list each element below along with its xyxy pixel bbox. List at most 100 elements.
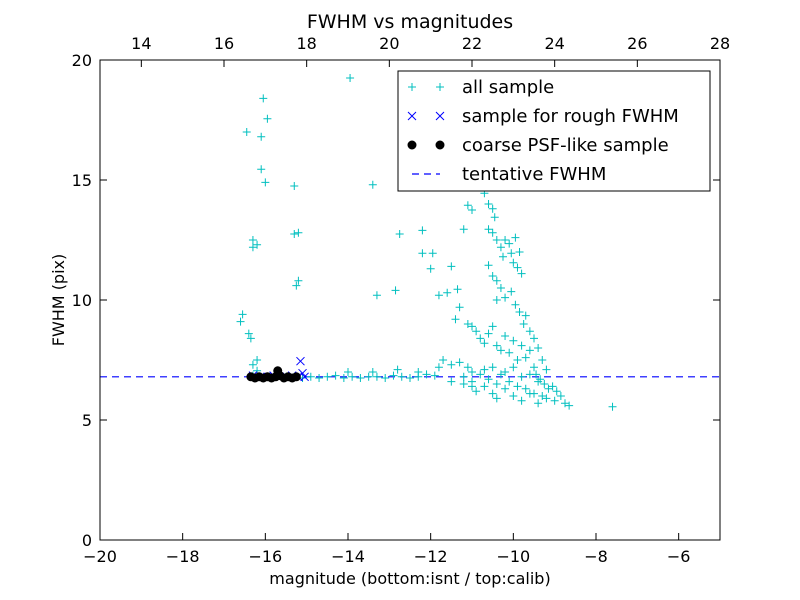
chart-title: FWHM vs magnitudes	[307, 11, 513, 33]
data-point	[434, 291, 443, 300]
legend-marker-dot	[407, 140, 417, 150]
data-point	[544, 384, 553, 393]
data-point	[488, 272, 497, 280]
y-tick-label: 20	[72, 51, 92, 70]
legend-marker-x	[407, 111, 417, 121]
data-point	[248, 360, 257, 369]
data-point	[323, 372, 332, 381]
data-point	[391, 286, 400, 295]
data-point	[534, 344, 543, 352]
data-point	[443, 288, 452, 297]
y-tick-label: 10	[72, 291, 92, 310]
data-point	[496, 370, 505, 379]
data-point	[525, 327, 534, 336]
data-point	[414, 368, 423, 376]
legend-marker-plus	[436, 83, 444, 91]
data-point	[292, 281, 301, 290]
top-tick-label: 28	[710, 34, 730, 53]
data-point	[501, 332, 510, 340]
data-point	[253, 240, 262, 249]
data-point	[300, 372, 309, 382]
data-point	[418, 226, 427, 235]
data-point	[513, 263, 522, 272]
data-point	[306, 372, 315, 381]
data-point	[246, 334, 255, 343]
data-point	[248, 236, 257, 244]
legend-label: sample for rough FWHM	[462, 106, 679, 127]
data-point	[372, 372, 381, 381]
data-point	[517, 269, 526, 278]
data-point	[525, 346, 534, 355]
data-point	[447, 360, 456, 369]
legend-label: all sample	[462, 77, 554, 98]
data-point	[550, 396, 559, 405]
legend-label: tentative FWHM	[462, 164, 606, 185]
data-point	[428, 249, 437, 258]
legend-marker-dot	[435, 140, 445, 150]
data-point	[463, 320, 472, 328]
data-point	[472, 327, 481, 336]
data-point	[488, 389, 497, 398]
data-point	[509, 392, 518, 400]
data-point	[395, 230, 404, 238]
data-point	[480, 382, 489, 391]
data-point	[521, 311, 530, 320]
data-point	[561, 399, 569, 408]
plot-area	[100, 74, 720, 411]
data-marks	[100, 74, 720, 411]
data-point	[484, 261, 493, 270]
data-point	[434, 363, 443, 372]
data-point	[542, 365, 551, 374]
data-point	[259, 94, 268, 103]
data-point	[525, 370, 534, 379]
data-point	[344, 368, 352, 376]
data-point	[315, 374, 324, 382]
top-tick-label: 14	[131, 34, 151, 53]
top-tick-label: 18	[296, 34, 316, 53]
data-point	[257, 165, 266, 174]
data-point	[538, 356, 547, 364]
data-point	[290, 230, 299, 238]
data-point	[422, 370, 431, 379]
legend: all sample sample for rough FWHM coarse PS…	[397, 70, 711, 192]
data-point	[496, 243, 505, 252]
data-point	[356, 374, 365, 382]
top-tick-label: 24	[544, 34, 564, 53]
data-point	[552, 387, 561, 396]
x-tick-label: −6	[667, 547, 691, 566]
data-point	[505, 348, 514, 357]
data-point	[248, 243, 257, 252]
y-tick-label: 0	[82, 531, 92, 550]
data-point	[294, 228, 303, 237]
data-point	[488, 322, 497, 331]
data-point	[364, 372, 373, 381]
data-point	[447, 377, 456, 386]
data-point	[521, 384, 530, 393]
data-point	[238, 310, 247, 319]
data-point	[530, 363, 538, 372]
data-point	[540, 380, 549, 388]
data-point	[451, 315, 460, 324]
data-point	[519, 320, 528, 328]
series-plus	[236, 74, 617, 411]
data-point	[291, 372, 301, 382]
data-point	[496, 346, 505, 355]
data-point	[244, 329, 253, 338]
data-point	[368, 368, 377, 376]
data-point	[459, 225, 468, 234]
data-point	[492, 380, 501, 388]
data-point	[484, 225, 493, 234]
data-point	[492, 276, 501, 285]
data-point	[480, 339, 489, 348]
data-point	[257, 132, 266, 141]
data-point	[501, 293, 510, 302]
data-point	[242, 128, 251, 136]
data-point	[253, 356, 262, 364]
data-point	[339, 374, 348, 382]
data-point	[488, 228, 497, 237]
data-point	[525, 389, 534, 398]
data-point	[509, 258, 518, 267]
data-point	[492, 394, 501, 403]
data-point	[459, 372, 468, 381]
